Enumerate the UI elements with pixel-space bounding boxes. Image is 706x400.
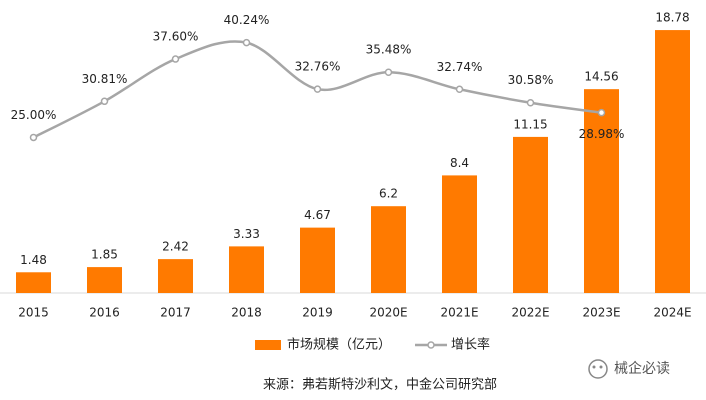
x-tick-label: 2021E <box>440 306 478 320</box>
line-point <box>242 38 251 47</box>
x-tick-label: 2016 <box>89 306 120 320</box>
bar-value-label: 1.48 <box>20 253 47 267</box>
line-point <box>100 97 109 106</box>
x-tick-label: 2022E <box>511 306 549 320</box>
legend-swatch <box>255 340 281 350</box>
bar-value-label: 4.67 <box>304 208 331 222</box>
bar-value-label: 8.4 <box>450 156 469 170</box>
bar <box>655 30 690 294</box>
line-value-label: 37.60% <box>153 30 199 44</box>
bar <box>513 136 548 293</box>
bar <box>87 267 122 293</box>
bar-value-label: 2.42 <box>162 240 189 254</box>
line-point <box>384 68 393 76</box>
line-point <box>29 133 38 142</box>
legend-label: 增长率 <box>451 337 490 353</box>
line-value-label: 32.76% <box>295 60 341 74</box>
line-value-label: 28.98% <box>579 127 625 141</box>
bar-value-label: 1.85 <box>91 248 118 262</box>
bar <box>229 246 264 293</box>
bar <box>584 89 619 293</box>
line-point <box>313 85 322 93</box>
bar <box>16 272 51 293</box>
watermark-icon <box>588 359 608 379</box>
x-tick-label: 2024E <box>653 306 691 320</box>
bar-value-label: 11.15 <box>513 117 547 131</box>
bar-value-label: 6.2 <box>379 187 398 201</box>
bar <box>371 206 406 293</box>
line-point <box>171 55 180 63</box>
bar <box>158 259 193 293</box>
bar <box>300 227 335 293</box>
x-tick-label: 2015 <box>18 306 49 320</box>
x-tick-label: 2017 <box>160 306 191 320</box>
line-value-label: 30.58% <box>508 73 554 87</box>
line-point <box>526 98 535 107</box>
line-value-label: 30.81% <box>82 72 128 86</box>
legend-label: 市场规模（亿元） <box>287 337 391 353</box>
line-point <box>597 108 606 117</box>
x-tick-label: 2023E <box>582 306 620 320</box>
x-tick-label: 2018 <box>231 306 262 320</box>
legend-swatch-point <box>427 341 435 349</box>
bar-value-label: 3.33 <box>233 227 260 241</box>
bar-value-label: 14.56 <box>584 70 618 84</box>
x-tick-label: 2020E <box>369 306 407 320</box>
line-value-label: 25.00% <box>11 108 57 122</box>
bar-value-label: 18.78 <box>655 11 689 25</box>
line-value-label: 40.24% <box>224 13 270 27</box>
line-point <box>455 85 464 94</box>
line-value-label: 32.74% <box>437 60 483 74</box>
source: 来源：弗若斯特沙利文，中金公司研究部 <box>263 377 497 393</box>
watermark: 械企必读 <box>614 360 670 377</box>
x-tick-label: 2019 <box>302 306 333 320</box>
line-value-label: 35.48% <box>366 43 412 57</box>
bar <box>442 175 477 293</box>
